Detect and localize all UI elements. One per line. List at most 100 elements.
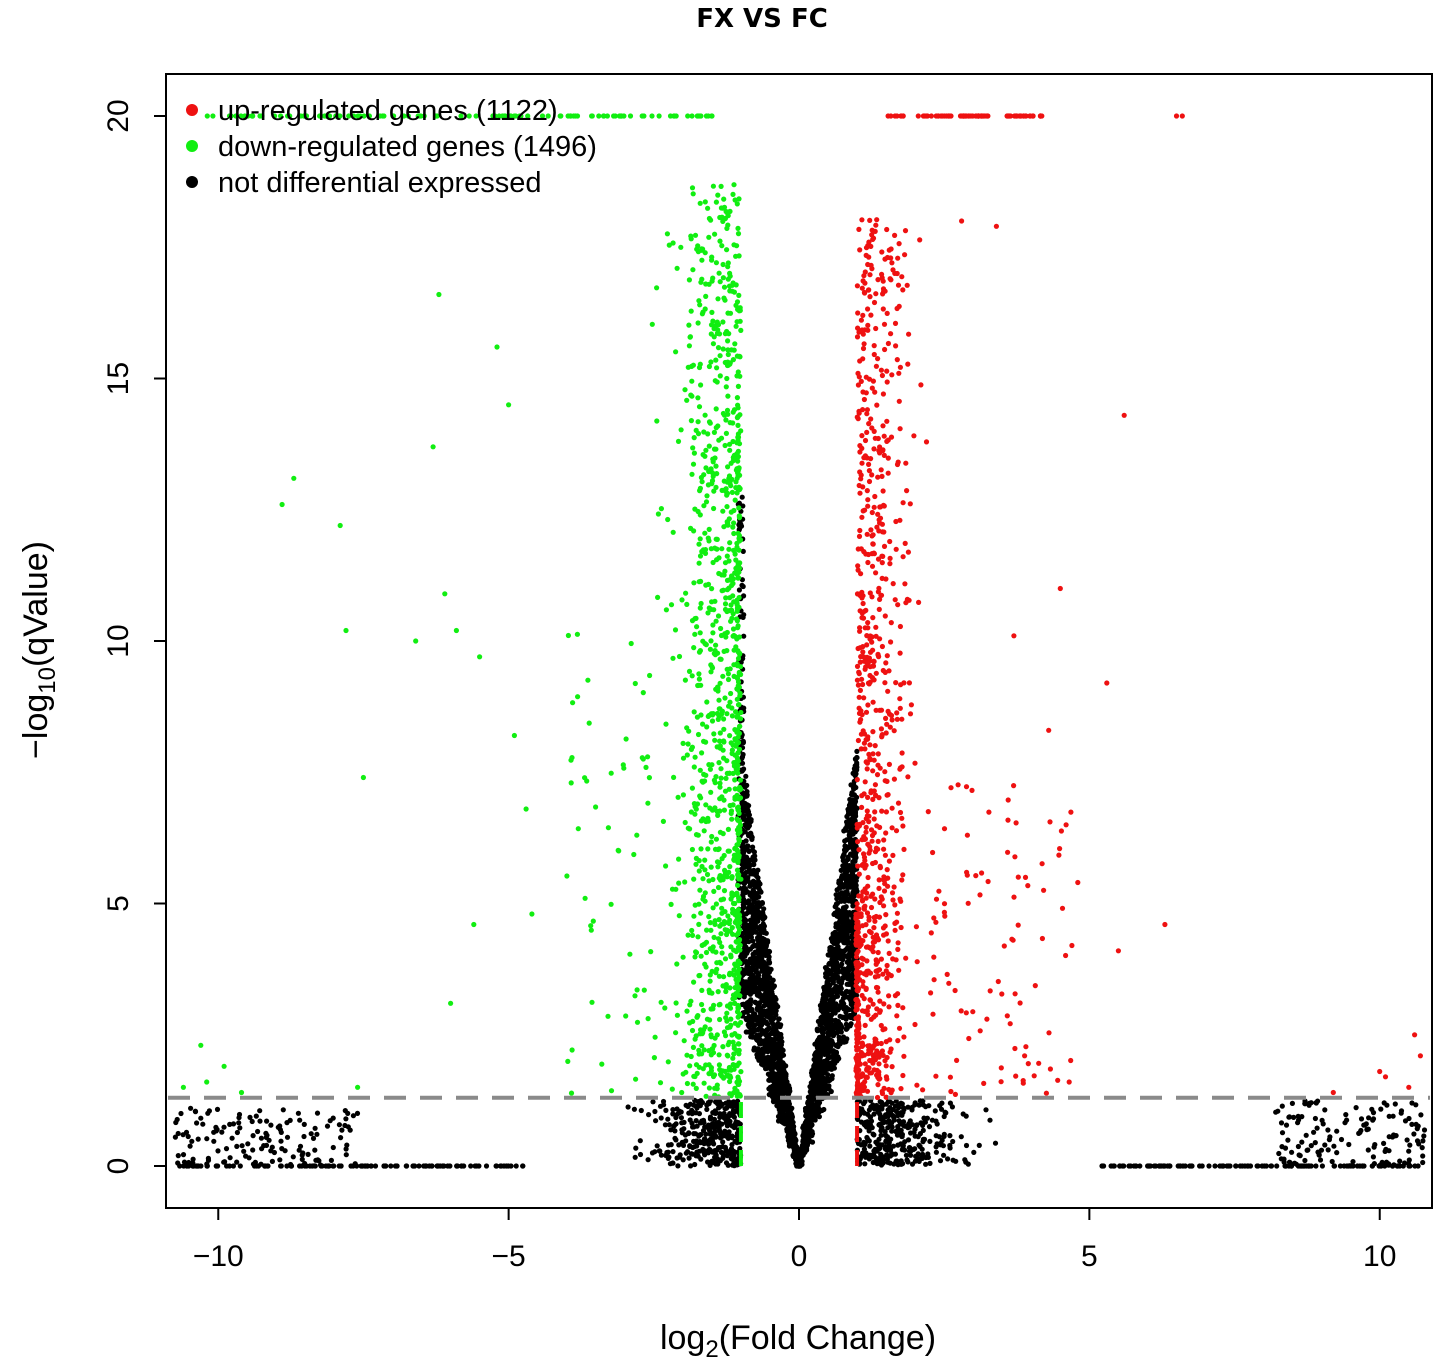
not-de-point [221,1124,227,1130]
not-de-point [874,1161,880,1167]
down-regulated-point [698,247,705,253]
down-regulated-point [732,777,738,783]
not-de-point [775,1023,781,1029]
down-regulated-point [702,530,708,536]
not-de-point [680,1157,686,1163]
down-regulated-point [735,231,742,237]
down-regulated-point [698,382,704,388]
down-regulated-point [714,966,720,973]
down-regulated-point [711,731,717,737]
down-regulated-point [690,445,696,451]
not-de-point [1421,1133,1427,1139]
not-de-point [752,879,758,885]
down-regulated-point [721,1029,728,1035]
down-regulated-point [687,1063,693,1069]
not-de-point [829,1073,835,1079]
down-regulated-point [690,191,696,197]
not-de-point [766,960,773,966]
not-de-point [297,1117,303,1123]
down-regulated-point [724,407,731,413]
not-de-point [631,1106,638,1112]
not-de-point [905,1159,911,1165]
down-regulated-point [717,780,723,786]
down-regulated-point [732,900,738,907]
down-regulated-point [712,545,718,551]
not-de-point [1383,1146,1389,1152]
not-de-point [205,1155,211,1161]
down-regulated-point [708,466,714,472]
not-de-point [1278,1120,1285,1126]
not-de-point [782,1120,789,1127]
not-de-point [826,1041,832,1047]
not-de-point [743,989,749,996]
down-regulated-point [729,874,735,880]
not-de-point [632,1154,638,1160]
not-de-point [775,1082,782,1088]
down-regulated-point [719,944,725,950]
not-de-point [812,1061,818,1067]
down-regulated-point [692,754,698,760]
not-de-point [870,1103,876,1109]
not-de-point [826,1032,832,1038]
down-regulated-point [715,936,722,942]
down-regulated-point [670,655,676,661]
not-de-point [751,867,757,873]
down-regulated-point [710,559,716,566]
down-regulated-point [709,478,716,484]
not-de-point [1381,1100,1387,1106]
not-de-point [771,1050,777,1056]
not-de-point [1255,1163,1261,1169]
not-de-point [840,854,846,860]
down-regulated-point [695,832,701,838]
down-regulated-point [707,1017,713,1023]
down-regulated-point [716,1062,723,1068]
not-de-point [739,494,745,500]
down-regulated-point [715,345,722,351]
down-regulated-point [682,879,688,885]
down-regulated-point [697,793,703,799]
not-de-point [305,1151,311,1157]
not-de-point [758,1022,765,1028]
down-regulated-point [722,601,729,607]
not-de-point [251,1163,258,1169]
down-regulated-point [673,1000,679,1006]
not-de-point [827,1007,833,1013]
not-de-point [854,767,860,773]
down-regulated-point [689,471,695,477]
down-regulated-point [715,864,721,870]
down-regulated-point [733,302,739,308]
not-de-point [887,1147,894,1153]
not-de-point [780,1070,787,1076]
not-de-point [805,1119,811,1125]
down-regulated-point [690,267,696,273]
down-regulated-point [724,553,730,559]
not-de-point [829,939,836,945]
not-de-point [850,831,856,837]
not-de-point [742,940,748,946]
down-regulated-point [730,593,736,599]
not-de-point [753,1027,759,1033]
not-de-point [724,1153,731,1159]
down-regulated-point [717,745,723,751]
down-regulated-point [722,956,729,962]
not-de-point [841,966,847,972]
not-de-point [882,1129,888,1135]
not-de-point [1370,1154,1376,1160]
down-regulated-point [708,864,714,870]
not-de-point [763,964,769,970]
not-de-point [1327,1134,1333,1140]
down-regulated-point [723,775,729,782]
down-regulated-point [713,260,720,266]
not-de-point [884,1134,891,1140]
down-regulated-point [729,892,735,898]
down-regulated-point [725,826,732,833]
down-regulated-point [728,1016,734,1022]
not-de-point [746,848,752,855]
not-de-point [1285,1137,1291,1143]
not-de-point [747,991,754,997]
not-de-point [234,1129,240,1136]
not-de-point [823,993,829,999]
not-de-point [645,1157,651,1163]
not-de-point [757,923,764,930]
down-regulated-point [696,298,702,304]
